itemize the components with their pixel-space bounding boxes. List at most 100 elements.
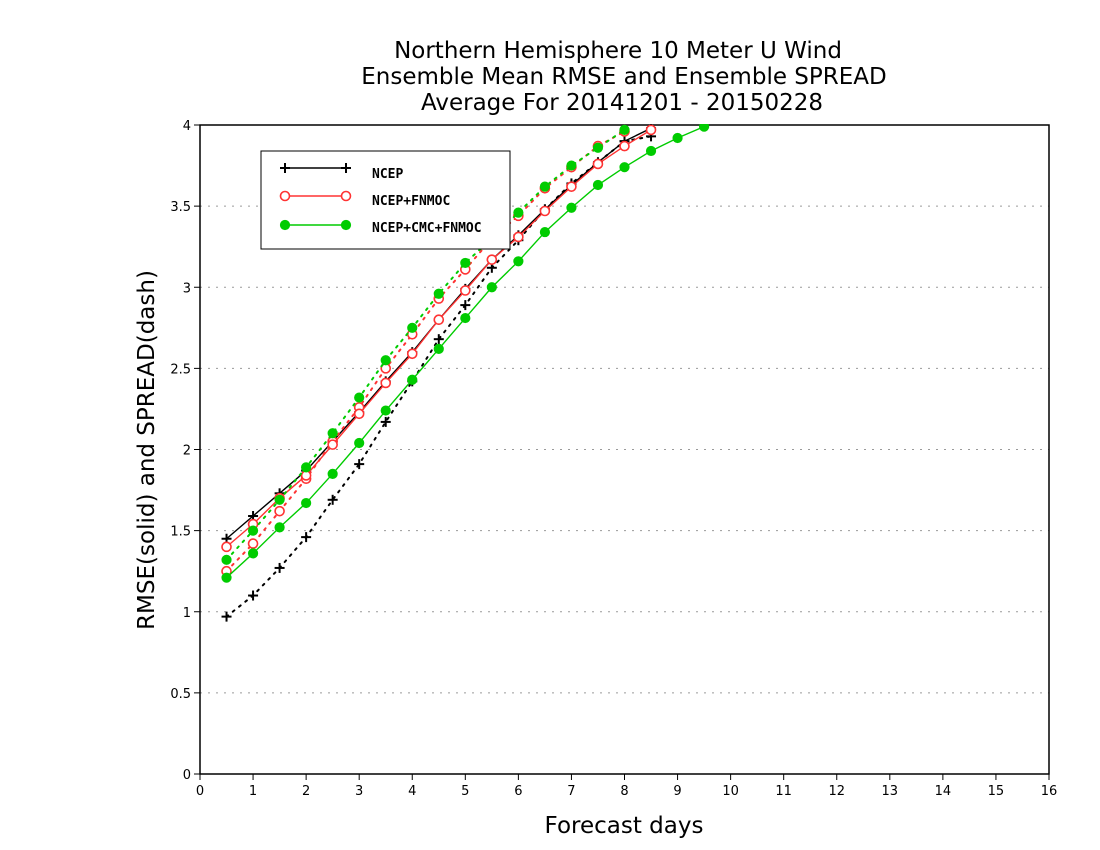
point-ncep-spread	[433, 334, 444, 345]
point-ncep-spread	[301, 532, 312, 543]
point-ncep-cmc-fnmoc-rmse	[407, 374, 418, 385]
y-tick-label: 0.5	[170, 687, 191, 702]
point-ncep-cmc-fnmoc-spread	[274, 494, 285, 505]
point-ncep-cmc-fnmoc-spread	[566, 160, 577, 171]
point-ncep-cmc-fnmoc-rmse	[698, 124, 710, 132]
point-ncep-cmc-fnmoc-spread	[354, 392, 365, 403]
y-tick-label: 1.5	[170, 525, 191, 540]
y-tick-label: 3	[183, 281, 191, 296]
point-ncep-fnmoc-rmse	[592, 158, 604, 170]
point-ncep-cmc-fnmoc-spread	[513, 207, 524, 218]
point-ncep-spread	[354, 459, 365, 470]
chart-title-line-1: Northern Hemisphere 10 Meter U Wind	[394, 38, 842, 64]
x-tick-label: 6	[514, 784, 522, 799]
point-ncep-spread	[460, 300, 471, 311]
point-ncep-fnmoc-rmse	[380, 377, 392, 389]
y-tick-label: 3.5	[170, 200, 191, 215]
legend-label-ncep-cmc-fnmoc: NCEP+CMC+FNMOC	[372, 221, 482, 236]
x-tick-label: 3	[355, 784, 363, 799]
chart-title-line-2: Ensemble Mean RMSE and Ensemble SPREAD	[361, 64, 886, 90]
point-ncep-cmc-fnmoc-rmse	[274, 522, 285, 533]
x-tick-label: 4	[408, 784, 416, 799]
legend-marker-1	[340, 190, 352, 202]
legend-marker-2	[340, 219, 352, 231]
legend-marker-0	[280, 163, 290, 173]
point-ncep-fnmoc-rmse	[221, 541, 232, 553]
point-ncep-spread	[274, 562, 285, 573]
point-ncep-cmc-fnmoc-spread	[380, 355, 391, 366]
y-tick-label: 2.5	[170, 362, 191, 377]
x-tick-label: 0	[196, 784, 204, 799]
point-ncep-spread	[221, 611, 232, 622]
point-ncep-cmc-fnmoc-rmse	[380, 405, 391, 416]
point-ncep-fnmoc-rmse	[406, 348, 418, 360]
x-tick-label: 1	[249, 784, 257, 799]
point-ncep-cmc-fnmoc-rmse	[566, 202, 577, 213]
x-tick-label: 15	[988, 784, 1005, 799]
point-ncep-cmc-fnmoc-rmse	[592, 179, 604, 191]
x-tick-label: 16	[1041, 784, 1058, 799]
point-ncep-fnmoc-rmse	[486, 254, 498, 265]
x-tick-label: 10	[722, 784, 739, 799]
x-tick-label: 11	[775, 784, 792, 799]
point-ncep-cmc-fnmoc-spread	[539, 181, 551, 192]
point-ncep-cmc-fnmoc-spread	[247, 525, 259, 536]
legend-label-ncep: NCEP	[372, 167, 403, 182]
legend: NCEP NCEP+FNMOC NCEP+CMC+FNMOC	[260, 150, 511, 250]
x-tick-label: 9	[673, 784, 681, 799]
x-tick-label: 2	[302, 784, 310, 799]
x-tick-label: 7	[567, 784, 575, 799]
point-ncep-cmc-fnmoc-spread	[433, 288, 444, 299]
point-ncep-spread	[380, 416, 391, 427]
x-axis-label: Forecast days	[545, 813, 704, 839]
point-ncep-cmc-fnmoc-rmse	[486, 282, 497, 293]
point-ncep-fnmoc-spread	[247, 538, 259, 549]
legend-marker-1	[279, 190, 291, 202]
y-tick-label: 1	[183, 606, 191, 621]
point-ncep-cmc-fnmoc-rmse	[433, 343, 444, 355]
x-tick-label: 8	[620, 784, 628, 799]
x-tick-label: 12	[828, 784, 845, 799]
point-ncep-fnmoc-rmse	[619, 140, 630, 152]
axes: 00.511.522.533.540 1 2 3 4 5 6 7 8 9 10 11 12 13 14 15 1…	[170, 119, 1057, 799]
chart-title-line-3: Average For 20141201 - 20150228	[421, 90, 823, 116]
point-ncep-cmc-fnmoc-rmse	[460, 312, 471, 324]
y-tick-label: 4	[183, 119, 191, 134]
y-tick-label: 0	[183, 768, 191, 783]
point-ncep-fnmoc-rmse	[645, 124, 657, 136]
point-ncep-cmc-fnmoc-rmse	[247, 548, 259, 559]
point-ncep-cmc-fnmoc-rmse	[221, 572, 232, 583]
point-ncep-cmc-fnmoc-rmse	[513, 256, 524, 267]
legend-marker-2	[279, 219, 291, 231]
point-ncep-cmc-fnmoc-spread	[460, 257, 471, 269]
point-ncep-cmc-fnmoc-spread	[407, 322, 418, 333]
x-tick-label: 5	[461, 784, 469, 799]
point-ncep-cmc-fnmoc-rmse	[619, 162, 630, 173]
point-ncep-spread	[327, 494, 338, 505]
point-ncep-cmc-fnmoc-rmse	[354, 437, 365, 449]
point-ncep-cmc-fnmoc-spread	[327, 428, 338, 439]
x-tick-label: 14	[935, 784, 952, 799]
grid	[200, 205, 1049, 694]
point-ncep-cmc-fnmoc-rmse	[539, 226, 551, 238]
point-ncep-fnmoc-spread	[274, 505, 285, 517]
point-ncep-cmc-fnmoc-spread	[592, 142, 604, 153]
point-ncep-fnmoc-rmse	[327, 439, 338, 450]
point-ncep-cmc-fnmoc-spread	[619, 124, 630, 135]
point-ncep-cmc-fnmoc-rmse	[327, 468, 338, 479]
point-ncep-fnmoc-rmse	[539, 205, 551, 217]
point-ncep-fnmoc-rmse	[513, 231, 524, 243]
point-ncep-cmc-fnmoc-spread	[221, 554, 232, 565]
x-tick-label: 13	[882, 784, 899, 799]
y-tick-label: 2	[183, 444, 191, 459]
point-ncep-cmc-fnmoc-rmse	[645, 145, 657, 157]
point-ncep-fnmoc-rmse	[566, 181, 577, 192]
point-ncep-fnmoc-rmse	[460, 285, 471, 296]
legend-label-ncep-fnmoc: NCEP+FNMOC	[372, 194, 450, 209]
point-ncep-fnmoc-rmse	[433, 314, 445, 326]
point-ncep-spread	[248, 590, 259, 601]
point-ncep-fnmoc-rmse	[353, 408, 365, 420]
point-ncep-cmc-fnmoc-rmse	[672, 132, 683, 144]
point-ncep-cmc-fnmoc-rmse	[301, 497, 312, 509]
